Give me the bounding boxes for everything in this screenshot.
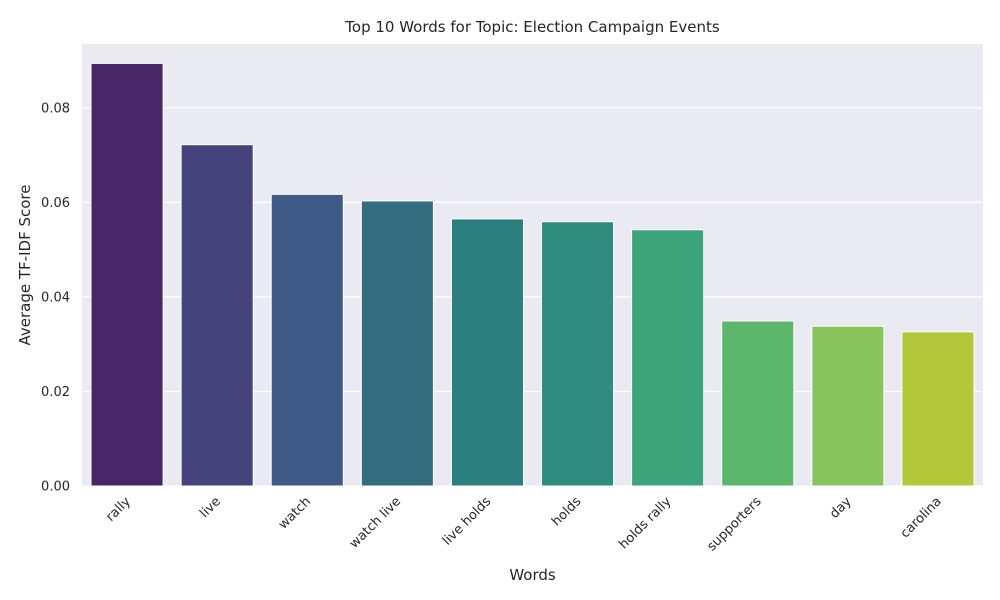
y-tick-label: 0.02	[41, 385, 70, 400]
x-tick-label: watch live	[347, 494, 404, 551]
x-tick-label: supporters	[704, 494, 764, 554]
y-tick-label: 0.04	[41, 290, 70, 305]
x-tick-label: live	[197, 494, 224, 521]
y-tick-label: 0.08	[41, 101, 70, 116]
bar-live-holds	[450, 218, 524, 487]
bar-rally	[90, 62, 164, 487]
bars	[90, 62, 975, 487]
bar-day	[811, 325, 885, 487]
x-tick-label: rally	[103, 494, 134, 525]
x-tick-label: carolina	[898, 494, 945, 541]
y-tick-labels: 0.00 0.02 0.04 0.06 0.08	[41, 101, 70, 494]
chart-title: Top 10 Words for Topic: Election Campaig…	[344, 18, 720, 36]
y-axis-label: Average TF-IDF Score	[16, 185, 34, 346]
y-tick-label: 0.00	[41, 480, 70, 495]
bar-carolina	[901, 331, 975, 487]
x-axis-label: Words	[509, 566, 556, 584]
bar-holds-rally	[631, 229, 705, 487]
x-tick-label: day	[827, 494, 855, 522]
bar-watch-live	[360, 200, 434, 487]
x-tick-label: holds rally	[616, 494, 674, 552]
bar-holds	[541, 221, 615, 487]
bar-supporters	[721, 320, 795, 487]
x-tick-label: live holds	[440, 494, 495, 549]
x-tick-label: holds	[549, 494, 584, 529]
x-tick-label: watch	[276, 494, 314, 532]
bar-live	[180, 144, 254, 487]
bar-watch	[270, 193, 344, 487]
y-tick-label: 0.06	[41, 196, 70, 211]
x-tick-labels: rally live watch watch live live holds holds h…	[103, 494, 944, 554]
